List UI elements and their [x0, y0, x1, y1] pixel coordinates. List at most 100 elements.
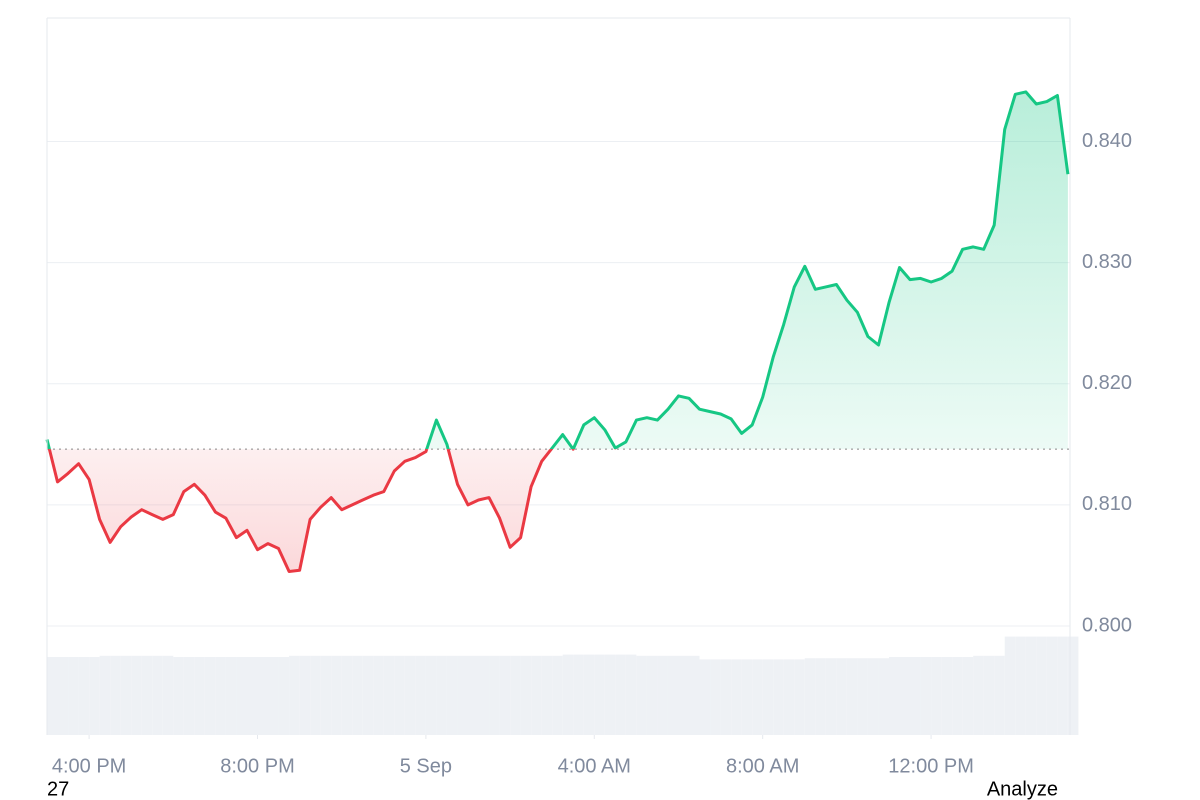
- volume-bar: [499, 655, 511, 735]
- volume-bar: [320, 655, 332, 735]
- x-tick-label: 5 Sep: [400, 755, 452, 777]
- volume-bar: [436, 655, 447, 735]
- volume-bar: [562, 654, 574, 735]
- volume-bar: [867, 658, 879, 735]
- volume-bar: [394, 655, 405, 735]
- volume-bar: [310, 655, 321, 735]
- volume-bar: [699, 659, 711, 735]
- volume-bar: [794, 659, 805, 735]
- footer-right[interactable]: Analyze: [987, 778, 1058, 800]
- x-tick-label: 4:00 AM: [558, 755, 631, 777]
- volume-bar: [720, 659, 732, 735]
- volume-bar: [657, 655, 668, 735]
- volume-bar: [531, 655, 542, 735]
- volume-bar: [225, 657, 237, 735]
- volume-bar: [236, 657, 247, 735]
- volume-bar: [910, 657, 921, 735]
- volume-bar: [1015, 636, 1026, 735]
- volume-bar: [489, 655, 500, 735]
- volume-bar: [215, 657, 226, 735]
- volume-bar: [952, 657, 963, 735]
- volume-bar: [836, 658, 847, 735]
- volume-bar: [878, 658, 889, 735]
- volume-bar: [415, 655, 426, 735]
- volume-bar: [646, 655, 658, 735]
- x-tick-label: 8:00 PM: [220, 755, 294, 777]
- volume-bar: [678, 655, 690, 735]
- volume-bar: [583, 654, 595, 735]
- volume-bar: [299, 655, 311, 735]
- y-tick-label: 0.800: [1082, 614, 1132, 636]
- volume-bar: [762, 659, 774, 735]
- volume-bar: [573, 654, 584, 735]
- volume-bar: [89, 657, 100, 735]
- volume-bar: [541, 655, 553, 735]
- volume-bar: [973, 655, 984, 735]
- volume-bar: [1067, 636, 1079, 735]
- volume-bar: [625, 654, 637, 735]
- volume-bar: [478, 655, 490, 735]
- volume-bar: [983, 655, 995, 735]
- volume-bar: [962, 657, 974, 735]
- volume-bar: [783, 659, 795, 735]
- volume-bar: [636, 655, 647, 735]
- volume-bar: [173, 657, 184, 735]
- volume-bar: [941, 657, 953, 735]
- volume-bar: [604, 654, 616, 735]
- volume-bar: [994, 655, 1005, 735]
- volume-bar: [78, 657, 90, 735]
- volume-bar: [825, 658, 837, 735]
- volume-bar: [667, 655, 679, 735]
- volume-bar: [47, 657, 58, 735]
- plot-frame: [46, 17, 1071, 735]
- y-tick-label: 0.840: [1082, 130, 1132, 152]
- price-line-down: [47, 449, 617, 573]
- volume-bar: [383, 655, 395, 735]
- volume-bar: [931, 657, 942, 735]
- volume-bar: [194, 657, 205, 735]
- volume-bar: [268, 657, 279, 735]
- area-down: [47, 449, 1068, 572]
- volume-bar: [741, 659, 753, 735]
- volume-bar: [404, 655, 416, 735]
- volume-bar: [257, 657, 269, 735]
- x-tick-label: 8:00 AM: [726, 755, 799, 777]
- volume-bar: [857, 658, 868, 735]
- volume-bar: [289, 655, 300, 735]
- footer-left: 27: [47, 778, 69, 800]
- volume-bar: [510, 655, 521, 735]
- volume-bar: [710, 659, 721, 735]
- volume-bar: [278, 657, 290, 735]
- volume-bar: [752, 659, 763, 735]
- volume-bar: [141, 655, 153, 735]
- volume-bar: [68, 657, 79, 735]
- volume-bar: [373, 655, 384, 735]
- price-line-up: [45, 90, 1070, 450]
- volume-bar: [1036, 636, 1047, 735]
- volume-bar: [110, 655, 121, 735]
- volume-bar: [920, 657, 932, 735]
- volume-bar: [804, 658, 816, 735]
- volume-bar: [899, 657, 911, 735]
- x-tick-label: 4:00 PM: [52, 755, 126, 777]
- volume-bar: [615, 654, 626, 735]
- volume-bar: [446, 655, 458, 735]
- volume-bar: [594, 654, 605, 735]
- volume-bar: [131, 655, 142, 735]
- volume-bar: [1046, 636, 1058, 735]
- volume-bar: [120, 655, 132, 735]
- volume-bar: [352, 655, 363, 735]
- volume-bar: [425, 655, 437, 735]
- volume-bar: [888, 657, 900, 735]
- y-tick-label: 0.810: [1082, 493, 1132, 515]
- volume-bar: [773, 659, 784, 735]
- volume-bar: [362, 655, 374, 735]
- volume-bar: [467, 655, 479, 735]
- volume-bar: [815, 658, 826, 735]
- volume-bar: [152, 655, 163, 735]
- volume-bar: [520, 655, 532, 735]
- y-tick-label: 0.830: [1082, 251, 1132, 273]
- volume-bar: [162, 655, 174, 735]
- volume-bar: [341, 655, 353, 735]
